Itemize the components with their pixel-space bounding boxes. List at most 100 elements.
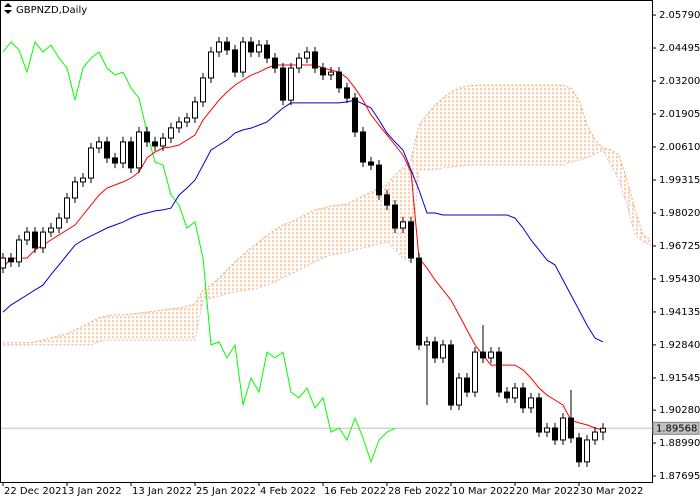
candle-body [264,44,270,59]
candle-body [544,427,550,433]
candle-body [304,51,310,59]
candle-body [592,431,598,441]
candle-body [224,41,230,51]
candle-body [176,121,182,129]
candle-body [464,377,470,393]
candle-body [256,44,262,53]
candle-body [424,341,430,346]
candle-body [272,57,278,69]
candle-body [552,427,558,441]
cloud-edge [3,84,652,344]
candle-body [504,391,510,399]
indicator-line [2,40,396,464]
indicator-line [2,64,604,431]
y-tick-label: 1.99315 [659,175,700,186]
candle-body [568,417,574,439]
candle-body [488,351,494,359]
candle-body [320,67,326,76]
x-tick-label: 28 Feb 2022 [388,486,450,497]
candle-body [432,341,438,359]
candle-body [208,51,214,79]
y-tick-label: 2.03200 [659,76,700,87]
candle-body [576,437,582,463]
x-tick-label: 3 Jan 2022 [68,486,122,497]
x-tick-label: 13 Jan 2022 [132,486,192,497]
candle-body [336,71,342,89]
chart-title: GBPNZD,Daily [16,5,87,16]
y-tick-label: 1.88990 [659,438,700,449]
y-tick-label: 2.04495 [659,43,700,54]
candle-body [560,417,566,441]
candle-body [392,204,398,229]
candle-body [48,227,54,233]
candle-body [64,197,70,219]
candle-body [328,71,334,76]
candle-body [40,231,46,249]
candle-body [80,177,86,183]
y-tick-label: 1.98020 [659,208,700,219]
plot-border [0,0,653,483]
candle-body [8,257,14,263]
candle-body [512,387,518,399]
y-tick-label: 1.90280 [659,405,700,416]
candle-body [456,377,462,406]
candle-body [376,164,382,196]
candle-body [440,344,446,359]
candle-body [584,439,590,463]
candle-body [312,51,318,69]
candle-body [536,397,542,433]
candle-body [104,141,110,159]
x-tick-label: 4 Feb 2022 [260,486,316,497]
candle-body [72,181,78,199]
candle-body [368,161,374,166]
candle-body [136,131,142,169]
candle-body [160,137,166,147]
candle-body [200,77,206,103]
candle-body [416,257,422,346]
cloud-edge [3,149,652,346]
candle-body [16,239,22,263]
candle-body [280,67,286,101]
y-tick-label: 1.96725 [659,241,700,252]
y-tick-label: 1.91545 [659,373,700,384]
candle-body [232,49,238,73]
y-tick-label: 1.87695 [659,471,700,482]
indicator-line [2,99,604,343]
x-tick-label: 16 Feb 2022 [324,486,386,497]
y-tick-label: 2.00610 [659,142,700,153]
candle-body [448,344,454,406]
candle-body [384,194,390,206]
cloud-fill [3,85,651,345]
x-tick-label: 10 Mar 2022 [452,486,515,497]
candle-body [360,131,366,163]
candle-body [520,387,526,409]
candle-body [128,141,134,169]
candle-body [184,117,190,123]
candle-body [216,41,222,53]
candle-body [344,87,350,99]
candle-body [96,141,102,149]
x-tick-label: 25 Jan 2022 [196,486,256,497]
last-price-label: 1.89568 [656,423,697,434]
candle-body [472,351,478,393]
candle-body [168,127,174,139]
candle-body [352,97,358,133]
candle-body [496,351,502,393]
candle-body [120,141,126,164]
candle-body [32,231,38,249]
candle-body [480,351,486,359]
candle-body [144,131,150,143]
last-price-box [652,421,700,435]
candle-body [0,257,6,269]
candle-body [408,221,414,259]
plot-area [0,36,652,467]
candle-body [240,41,246,73]
candle-body [112,157,118,164]
candle-body [400,221,406,229]
candle-body [88,147,94,179]
x-tick-label: 22 Dec 2021 [4,486,68,497]
x-tick-label: 30 Mar 2022 [580,486,643,497]
y-tick-label: 2.01905 [659,109,700,120]
candle-body [24,231,30,241]
